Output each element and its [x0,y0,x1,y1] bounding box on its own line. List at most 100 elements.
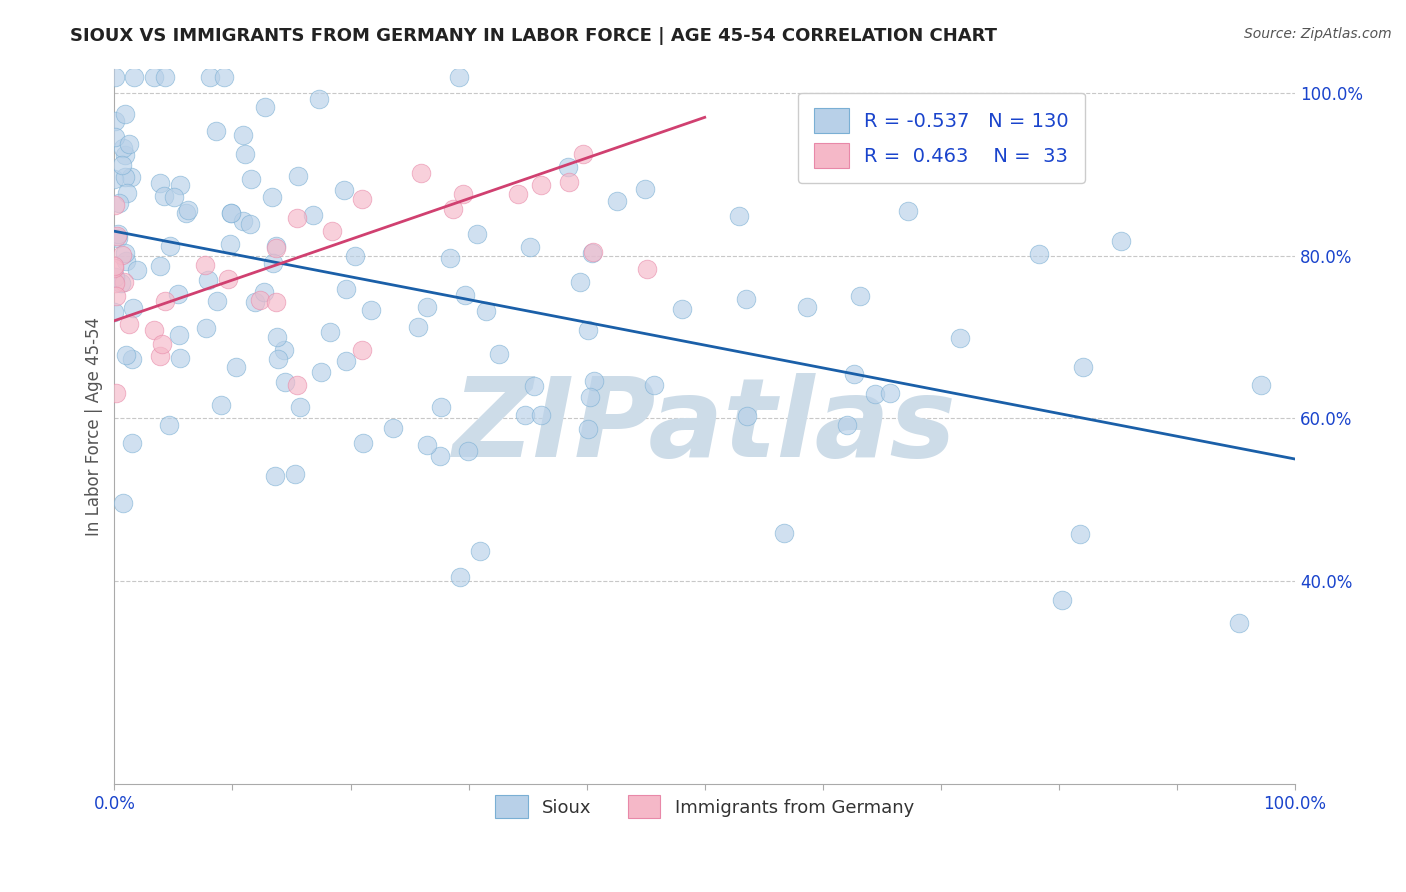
Point [335,353,357,368]
Point [285,378,308,392]
Point [243,294,266,309]
Point [169,351,191,366]
Point [266,352,288,367]
Point [103,171,125,186]
Point [1071,360,1094,375]
Point [488,346,510,360]
Point [558,175,581,189]
Point [262,255,284,269]
Point [284,467,307,482]
Point [274,376,297,390]
Point [105,289,128,303]
Point [157,418,180,433]
Point [253,285,276,300]
Point [343,249,366,263]
Point [285,211,308,226]
Point [249,293,271,308]
Point [104,270,127,285]
Point [737,409,759,423]
Point [205,124,228,138]
Point [576,323,599,337]
Point [121,435,143,450]
Point [111,158,134,172]
Point [103,305,125,319]
Point [333,183,356,197]
Point [897,203,920,218]
Point [174,206,197,220]
Point [582,245,605,260]
Point [451,187,474,202]
Point [350,192,373,206]
Point [143,323,166,337]
Point [301,208,323,222]
Point [727,209,749,223]
Point [360,302,382,317]
Point [150,337,173,351]
Point [114,169,136,184]
Point [209,398,232,412]
Point [104,276,127,290]
Point [529,178,551,192]
Point [606,194,628,208]
Point [273,343,295,357]
Point [350,343,373,358]
Point [167,328,190,343]
Point [110,276,132,290]
Point [842,367,865,381]
Point [429,449,451,463]
Point [571,147,593,161]
Legend: Sioux, Immigrants from Germany: Sioux, Immigrants from Germany [488,788,921,825]
Point [169,178,191,192]
Point [112,496,135,510]
Point [205,294,228,309]
Point [125,263,148,277]
Point [1028,247,1050,261]
Point [470,544,492,558]
Point [441,202,464,217]
Point [576,422,599,436]
Point [103,260,125,275]
Point [643,378,665,392]
Point [152,189,174,203]
Point [103,259,125,273]
Point [118,317,141,331]
Point [149,177,172,191]
Point [1227,615,1250,630]
Point [104,70,127,84]
Point [579,390,602,404]
Text: ZIPatlas: ZIPatlas [453,373,956,480]
Point [454,288,477,302]
Point [194,259,217,273]
Point [287,169,309,183]
Point [149,259,172,273]
Point [115,348,138,362]
Point [849,289,872,303]
Point [430,401,453,415]
Point [104,385,127,400]
Point [449,570,471,584]
Point [121,352,143,367]
Point [863,387,886,401]
Point [163,189,186,203]
Point [266,241,288,255]
Point [465,227,488,242]
Y-axis label: In Labor Force | Age 45-54: In Labor Force | Age 45-54 [86,317,103,536]
Point [159,239,181,253]
Point [114,106,136,120]
Point [217,272,239,286]
Point [319,325,342,339]
Point [118,137,141,152]
Point [114,246,136,260]
Point [195,320,218,334]
Point [308,92,330,106]
Point [225,360,247,375]
Point [557,161,579,175]
Point [104,114,127,128]
Point [519,240,541,254]
Point [219,206,242,220]
Point [264,295,287,310]
Point [634,181,657,195]
Point [120,170,142,185]
Point [837,418,859,433]
Point [114,148,136,162]
